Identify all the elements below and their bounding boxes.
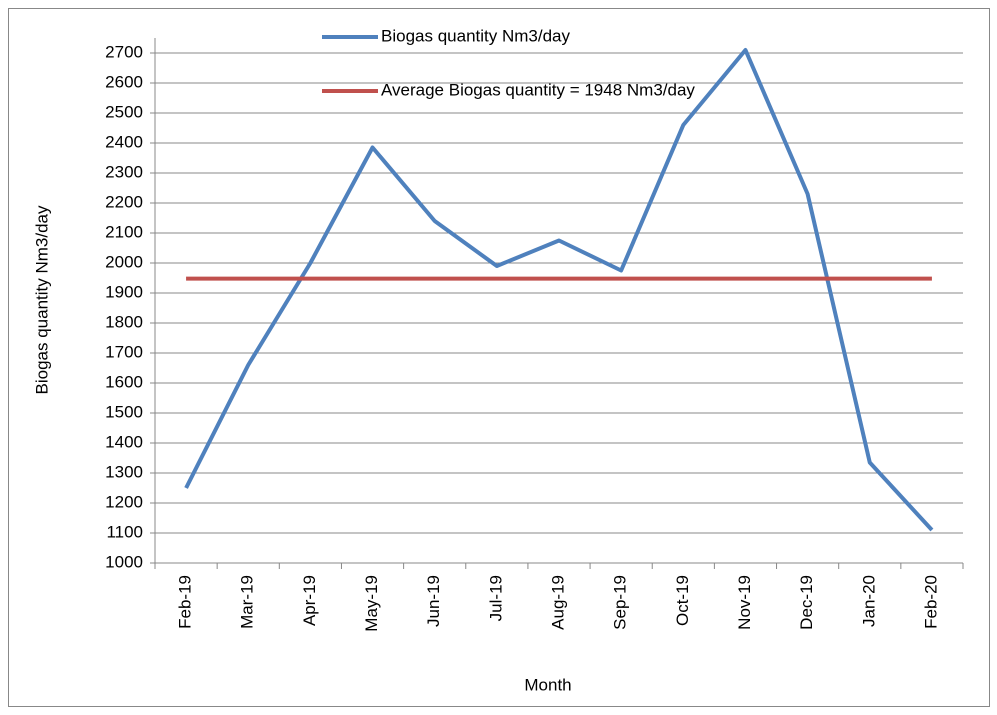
y-tick-label: 1400 (105, 432, 143, 451)
legend-label: Biogas quantity Nm3/day (381, 26, 570, 45)
y-tick-label: 1600 (105, 372, 143, 391)
x-tick-label: Jun-19 (424, 575, 443, 627)
x-tick-label: Feb-20 (921, 575, 940, 629)
y-tick-label: 2400 (105, 132, 143, 151)
x-tick-label: Oct-19 (673, 575, 692, 626)
x-tick-label: Apr-19 (300, 575, 319, 626)
x-axis-title: Month (524, 675, 571, 694)
y-tick-label: 1800 (105, 312, 143, 331)
y-tick-label: 1900 (105, 282, 143, 301)
legend-label: Average Biogas quantity = 1948 Nm3/day (381, 80, 695, 99)
y-axis-title: Biogas quantity Nm3/day (32, 205, 51, 394)
y-tick-label: 1000 (105, 552, 143, 571)
chart-frame (8, 8, 990, 707)
y-tick-label: 2700 (105, 42, 143, 61)
y-tick-label: 1700 (105, 342, 143, 361)
x-tick-label: Mar-19 (238, 575, 257, 629)
y-tick-label: 1500 (105, 402, 143, 421)
y-tick-label: 2300 (105, 162, 143, 181)
x-tick-label: Jul-19 (486, 575, 505, 621)
x-tick-label: Dec-19 (797, 575, 816, 630)
x-tick-label: May-19 (362, 575, 381, 632)
y-tick-label: 1200 (105, 492, 143, 511)
y-tick-label: 2600 (105, 72, 143, 91)
y-tick-label: 2200 (105, 192, 143, 211)
data-line (184, 48, 934, 532)
x-tick-label: Sep-19 (611, 575, 630, 630)
y-tick-label: 2000 (105, 252, 143, 271)
y-tick-label: 2100 (105, 222, 143, 241)
x-tick-label: Feb-19 (176, 575, 195, 629)
y-tick-label: 1300 (105, 462, 143, 481)
y-tick-label: 2500 (105, 102, 143, 121)
x-tick-label: Nov-19 (735, 575, 754, 630)
x-tick-label: Jan-20 (859, 575, 878, 627)
y-tick-label: 1100 (106, 522, 143, 541)
x-tick-label: Aug-19 (548, 575, 567, 630)
